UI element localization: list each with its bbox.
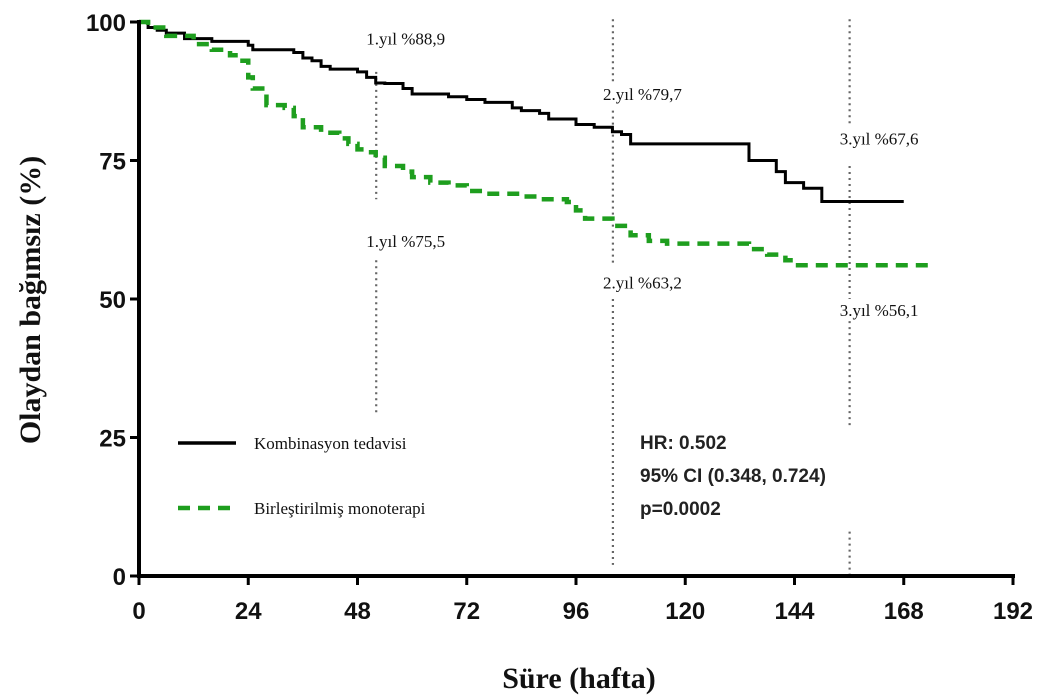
ticks: 0 24 48 72 96 120 144 168 192 0 25 50 75 100 — [86, 10, 1033, 625]
annotation-label: 1.yıl %75,5 — [366, 232, 445, 251]
series-line-monoterapi — [139, 19, 936, 268]
annotation-label: 1.yıl %88,9 — [366, 30, 445, 49]
x-tick-label: 0 — [132, 598, 145, 625]
x-tick-label: 144 — [774, 598, 815, 625]
x-tick-label: 96 — [563, 598, 590, 625]
annotation-label: 3.yıl %56,1 — [840, 301, 919, 320]
x-axis-title: Süre (hafta) — [502, 662, 656, 695]
series-layer — [139, 19, 936, 268]
x-tick-label: 192 — [993, 598, 1033, 625]
x-tick-label: 120 — [665, 598, 705, 625]
annotations: 1.yıl %88,9 1.yıl %75,5 2.yıl %79,7 2.yıl %… — [366, 30, 918, 320]
stats-p: p=0.0002 — [640, 499, 721, 520]
stats-ci: 95% CI (0.348, 0.724) — [640, 466, 826, 487]
legend-label-monoterapi: Birleştirilmiş monoterapi — [254, 499, 426, 518]
y-axis-title: Olaydan bağımsız (%) — [14, 156, 47, 444]
y-tick-label: 25 — [99, 426, 126, 453]
annotation-label: 2.yıl %79,7 — [603, 85, 682, 104]
series-line-kombinasyon — [139, 20, 904, 203]
x-tick-label: 48 — [344, 598, 371, 625]
y-tick-label: 0 — [113, 564, 126, 591]
legend: Kombinasyon tedavisi Birleştirilmiş mono… — [178, 434, 426, 518]
x-tick-label: 72 — [453, 598, 480, 625]
y-tick-label: 100 — [86, 10, 126, 37]
y-tick-label: 50 — [99, 287, 126, 314]
x-tick-label: 168 — [884, 598, 924, 625]
stats-hr: HR: 0.502 — [640, 433, 727, 454]
y-tick-label: 75 — [99, 149, 126, 176]
reference-lines — [375, 19, 851, 576]
annotation-label: 3.yıl %67,6 — [840, 129, 919, 148]
annotation-label: 2.yıl %63,2 — [603, 273, 682, 292]
legend-label-kombinasyon: Kombinasyon tedavisi — [254, 434, 407, 453]
stats-box: HR: 0.502 95% CI (0.348, 0.724) p=0.0002 — [640, 433, 826, 520]
x-tick-label: 24 — [235, 598, 262, 625]
